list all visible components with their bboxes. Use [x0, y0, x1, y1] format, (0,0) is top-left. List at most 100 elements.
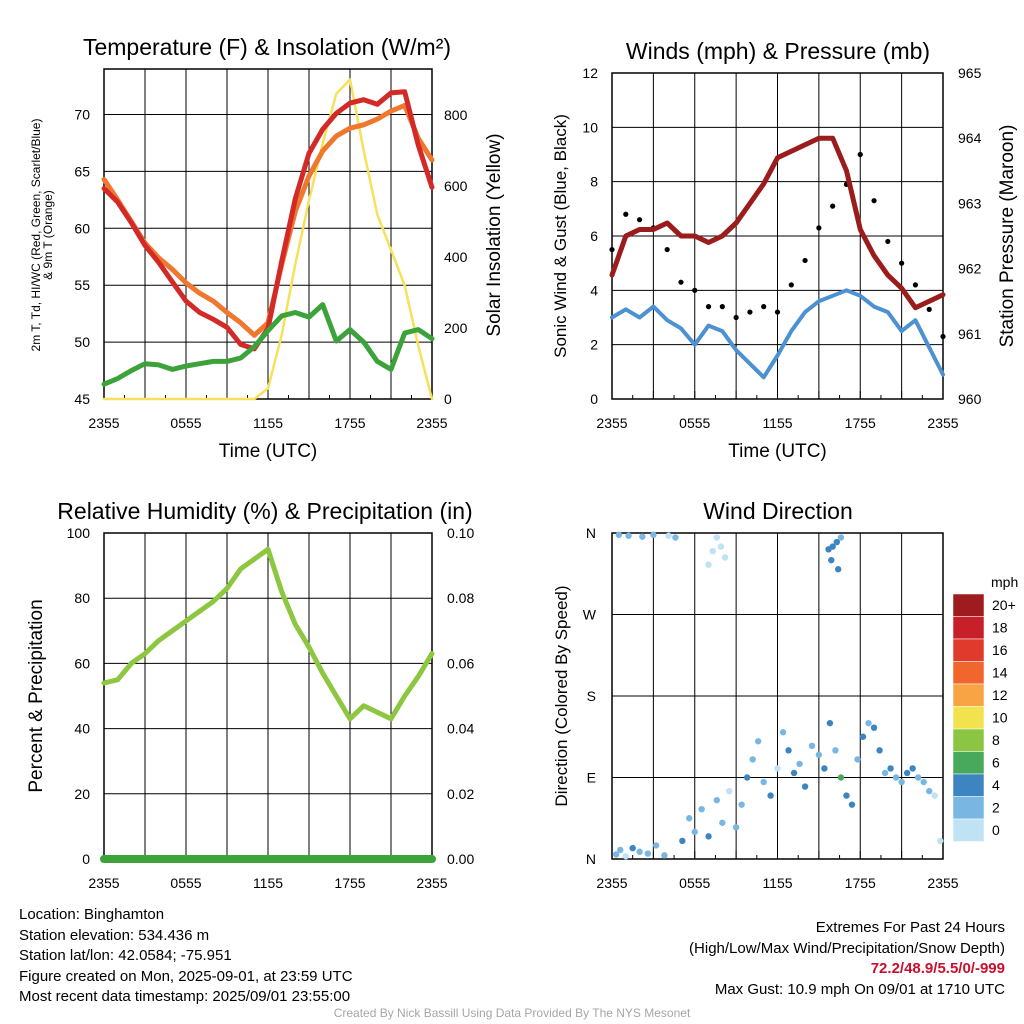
direction-point: [698, 805, 705, 813]
direction-point: [754, 738, 762, 745]
direction-point: [629, 844, 636, 852]
x-tick-label: 1155: [762, 875, 792, 891]
direction-point: [937, 837, 944, 845]
colorbar-swatch: [952, 818, 985, 842]
direction-point: [622, 853, 629, 860]
station-info: Location: Binghamton Station elevation: …: [19, 905, 353, 1008]
direction-point: [821, 765, 828, 772]
y2-tick-label: 400: [444, 249, 468, 265]
y2-tick-label: 0.08: [447, 590, 474, 606]
colorbar-label: 0: [992, 822, 1000, 838]
gust-point: [830, 203, 836, 209]
direction-point: [665, 532, 672, 539]
x-tick-label: 1155: [762, 415, 792, 431]
y2-tick-label: 963: [958, 195, 982, 211]
x-axis-label: Time (UTC): [728, 441, 827, 462]
direction-point: [617, 846, 624, 854]
gust-point: [761, 304, 767, 310]
gust-point: [705, 304, 712, 310]
direction-point: [760, 778, 767, 786]
x-tick-label: 1155: [253, 875, 283, 891]
x-tick-label: 2355: [596, 415, 627, 431]
series-line-3: [101, 302, 435, 387]
y2-tick-label: 800: [444, 107, 468, 123]
recent-text: Most recent data timestamp: 2025/09/01 2…: [19, 988, 351, 1005]
direction-point: [815, 751, 823, 759]
direction-point: [876, 747, 883, 754]
direction-point: [837, 774, 845, 781]
y-axis-label: Direction (Colored By Speed): [552, 585, 571, 806]
colorbar-title: mph: [991, 574, 1018, 590]
direction-point: [859, 733, 867, 740]
direction-point: [898, 778, 905, 786]
y2-tick-label: 960: [958, 391, 982, 407]
humidity-line: [101, 546, 435, 722]
direction-point: [679, 837, 686, 845]
direction-point: [909, 765, 916, 772]
direction-point: [833, 538, 841, 546]
x-tick-label: 0555: [170, 415, 201, 431]
gust-point: [609, 246, 615, 253]
y-tick-label: N: [586, 525, 596, 541]
y-tick-label: 8: [590, 174, 598, 190]
direction-point: [738, 801, 745, 808]
gust-point: [636, 217, 643, 223]
y2-tick-label: 0: [444, 391, 452, 407]
direction-point: [686, 815, 693, 822]
x-tick-label: 2355: [927, 415, 958, 431]
chart-title: Wind Direction: [703, 498, 853, 524]
x-tick-label: 2355: [88, 415, 119, 431]
direction-point: [705, 561, 712, 568]
direction-point: [650, 531, 657, 539]
colorbar-label: 2: [992, 800, 1000, 816]
gust-point: [664, 246, 670, 253]
x-tick-label: 2355: [88, 875, 119, 891]
latlon-text: Station lat/lon: 42.0584; -75.951: [19, 947, 232, 964]
direction-point: [881, 769, 889, 777]
extremes-subheading: (High/Low/Max Wind/Precipitation/Snow De…: [689, 939, 1005, 957]
gust-point: [857, 151, 863, 158]
direction-point: [615, 531, 623, 539]
gust-point: [912, 282, 919, 288]
y-tick-label: E: [587, 770, 596, 786]
gust-point: [802, 257, 808, 264]
credit-text: Created By Nick Bassill Using Data Provi…: [333, 1006, 691, 1020]
x-tick-label: 2355: [416, 875, 447, 891]
direction-point: [709, 547, 716, 555]
direction-point: [829, 543, 836, 550]
direction-point: [713, 534, 721, 541]
direction-point: [848, 801, 856, 808]
direction-point: [843, 792, 850, 799]
chart-title: Temperature (F) & Insolation (W/m²): [83, 34, 451, 60]
extremes-heading: Extremes For Past 24 Hours: [815, 919, 1005, 936]
created-text: Figure created on Mon, 2025-09-01, at 23…: [19, 967, 353, 985]
direction-point: [717, 543, 725, 550]
gust-point: [940, 333, 946, 340]
direction-point: [785, 747, 792, 754]
y2-tick-label: 962: [958, 261, 982, 277]
gust-point: [747, 309, 753, 315]
y-axis-label: Sonic Wind & Gust (Blue, Black): [551, 114, 570, 358]
y-tick-label: 20: [74, 786, 90, 802]
y-tick-label: 55: [74, 277, 90, 293]
wind-speed-line: [610, 288, 945, 380]
y2-tick-label: 961: [958, 326, 982, 342]
y-tick-label: 100: [67, 525, 91, 541]
x-tick-label: 2355: [596, 875, 627, 891]
x-tick-label: 1755: [334, 875, 365, 891]
y-tick-label: 60: [74, 655, 90, 671]
direction-point: [767, 792, 774, 799]
gust-point: [885, 238, 891, 245]
direction-point: [854, 756, 861, 763]
direction-point: [914, 774, 922, 781]
gust-point: [788, 282, 794, 288]
x-tick-label: 1155: [253, 415, 283, 431]
y-tick-label: 6: [590, 228, 598, 244]
meteogram-figure: 2355 0555 1155 1755 235545505560657002004006…: [26, 34, 1018, 891]
chart-title: Relative Humidity (%) & Precipitation (i…: [57, 498, 472, 524]
colorbar-swatch: [952, 728, 985, 752]
colorbar-label: 10: [992, 710, 1008, 726]
humidity-panel: 2355 0555 1155 1755 2355 0 20 40 60 80 100 0.00 0.02…: [26, 498, 474, 891]
direction-point: [661, 852, 668, 859]
